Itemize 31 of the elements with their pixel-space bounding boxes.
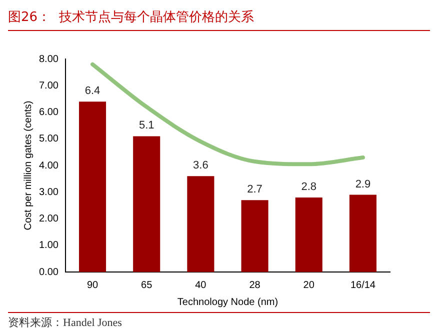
y-tick-label: 7.00 (38, 80, 59, 92)
x-tick-label: 16/14 (350, 280, 376, 291)
data-label: 3.6 (193, 160, 208, 172)
y-tick-label: 5.00 (38, 134, 59, 145)
x-tick-label: 20 (303, 280, 315, 291)
y-tick-label: 4.00 (38, 160, 59, 172)
x-tick-label: 40 (195, 280, 207, 291)
data-label: 5.1 (138, 120, 154, 132)
data-label: 6.4 (84, 85, 100, 98)
bar (241, 200, 268, 272)
y-tick-label: 3.00 (38, 186, 59, 198)
bar (349, 194, 376, 272)
y-tick-label: 0.00 (38, 266, 59, 278)
x-tick-label: 90 (86, 280, 99, 291)
data-label: 2.9 (355, 178, 371, 190)
y-tick-label: 6.00 (38, 107, 59, 118)
data-label: 2.8 (301, 180, 317, 193)
y-tick-label: 2.00 (38, 214, 59, 224)
x-tick-label: 28 (249, 280, 261, 291)
bar (295, 197, 322, 272)
y-tick-label: 1.00 (38, 240, 59, 252)
x-axis-title: Technology Node (nm) (177, 296, 278, 308)
bar (78, 102, 106, 272)
chart-title: 图26： 技术节点与每个晶体管价格的关系 (8, 9, 254, 26)
data-label: 2.7 (247, 184, 262, 196)
bar (133, 136, 160, 272)
x-tick-label: 65 (141, 280, 153, 291)
bar (187, 176, 214, 272)
text: 资料来源：Handel Jones (8, 316, 122, 330)
y-axis-title: Cost per million gates (cents) (22, 100, 34, 230)
y-tick-label: 8.00 (38, 54, 59, 65)
